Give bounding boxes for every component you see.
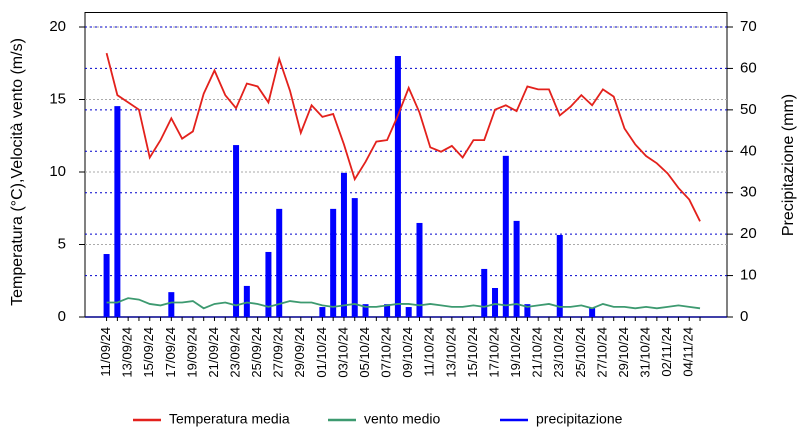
bar <box>114 106 121 317</box>
y2-axis-title: Precipitazione (mm) <box>780 94 797 236</box>
x-tick-label: 02/11/24 <box>659 327 674 377</box>
bar <box>103 254 110 317</box>
x-tick-label: 29/10/24 <box>616 327 631 378</box>
y2-tick-label: 20 <box>740 225 757 242</box>
x-tick-label: 13/09/24 <box>120 327 135 378</box>
bar <box>362 304 369 317</box>
bar <box>243 285 250 317</box>
y-tick-label: 20 <box>49 18 66 35</box>
y2-tick-label: 40 <box>740 142 757 159</box>
y2-tick-label: 70 <box>740 18 757 35</box>
bar <box>319 307 326 317</box>
x-tick-label: 17/09/24 <box>163 327 178 378</box>
x-tick-label: 17/10/24 <box>486 327 501 378</box>
bar <box>492 288 499 317</box>
y2-tick-label: 30 <box>740 184 757 201</box>
x-tick-label: 19/10/24 <box>508 327 523 378</box>
y-tick-label: 15 <box>49 90 66 107</box>
x-tick-label: 29/09/24 <box>292 327 307 378</box>
y2-tick-label: 60 <box>740 59 757 76</box>
x-tick-label: 04/11/24 <box>681 327 696 377</box>
bar <box>330 208 337 317</box>
x-tick-label: 11/10/24 <box>422 327 437 377</box>
x-tick-label: 09/10/24 <box>400 327 415 378</box>
x-tick-label: 11/09/24 <box>98 327 113 377</box>
y-axis-title: Temperatura (°C),Velocità vento (m/s) <box>9 38 26 306</box>
bar <box>233 145 240 317</box>
bar <box>481 268 488 317</box>
x-tick-label: 13/10/24 <box>443 327 458 378</box>
bar <box>351 198 358 317</box>
bar <box>265 251 272 317</box>
legend-label: vento medio <box>364 411 440 427</box>
y2-tick-label: 0 <box>740 308 748 325</box>
x-tick-label: 15/10/24 <box>465 327 480 378</box>
bar <box>276 208 283 317</box>
legend-label: precipitazione <box>536 411 623 427</box>
bar <box>168 292 175 317</box>
legend-label: Temperatura media <box>169 411 290 427</box>
x-tick-label: 23/09/24 <box>227 327 242 378</box>
y-tick-label: 5 <box>58 235 66 252</box>
plot-frame <box>84 12 728 318</box>
x-tick-label: 05/10/24 <box>357 327 372 378</box>
y2-tick-label: 50 <box>740 101 757 118</box>
bar <box>513 220 520 317</box>
line <box>106 297 701 310</box>
y-tick-label: 10 <box>49 163 66 180</box>
x-tick-label: 21/09/24 <box>206 327 221 378</box>
line <box>105 52 701 222</box>
bar <box>405 307 412 317</box>
bar <box>502 155 509 317</box>
x-tick-label: 25/10/24 <box>573 327 588 378</box>
bar <box>556 234 563 317</box>
x-tick-label: 27/10/24 <box>594 327 609 378</box>
bar <box>394 56 401 317</box>
y2-tick-label: 10 <box>740 267 757 284</box>
bar <box>524 304 531 317</box>
x-tick-label: 01/10/24 <box>314 327 329 378</box>
bar <box>340 172 347 317</box>
x-tick-label: 15/09/24 <box>141 327 156 378</box>
x-tick-label: 07/10/24 <box>379 327 394 378</box>
x-tick-label: 19/09/24 <box>184 327 199 378</box>
x-tick-label: 23/10/24 <box>551 327 566 378</box>
bar <box>589 307 596 317</box>
x-tick-label: 27/09/24 <box>271 327 286 378</box>
x-tick-label: 03/10/24 <box>335 327 350 378</box>
bar <box>384 304 391 317</box>
x-tick-label: 31/10/24 <box>638 327 653 378</box>
x-tick-label: 25/09/24 <box>249 327 264 378</box>
y-tick-label: 0 <box>58 308 66 325</box>
x-tick-label: 21/10/24 <box>530 327 545 378</box>
bar <box>416 222 423 317</box>
